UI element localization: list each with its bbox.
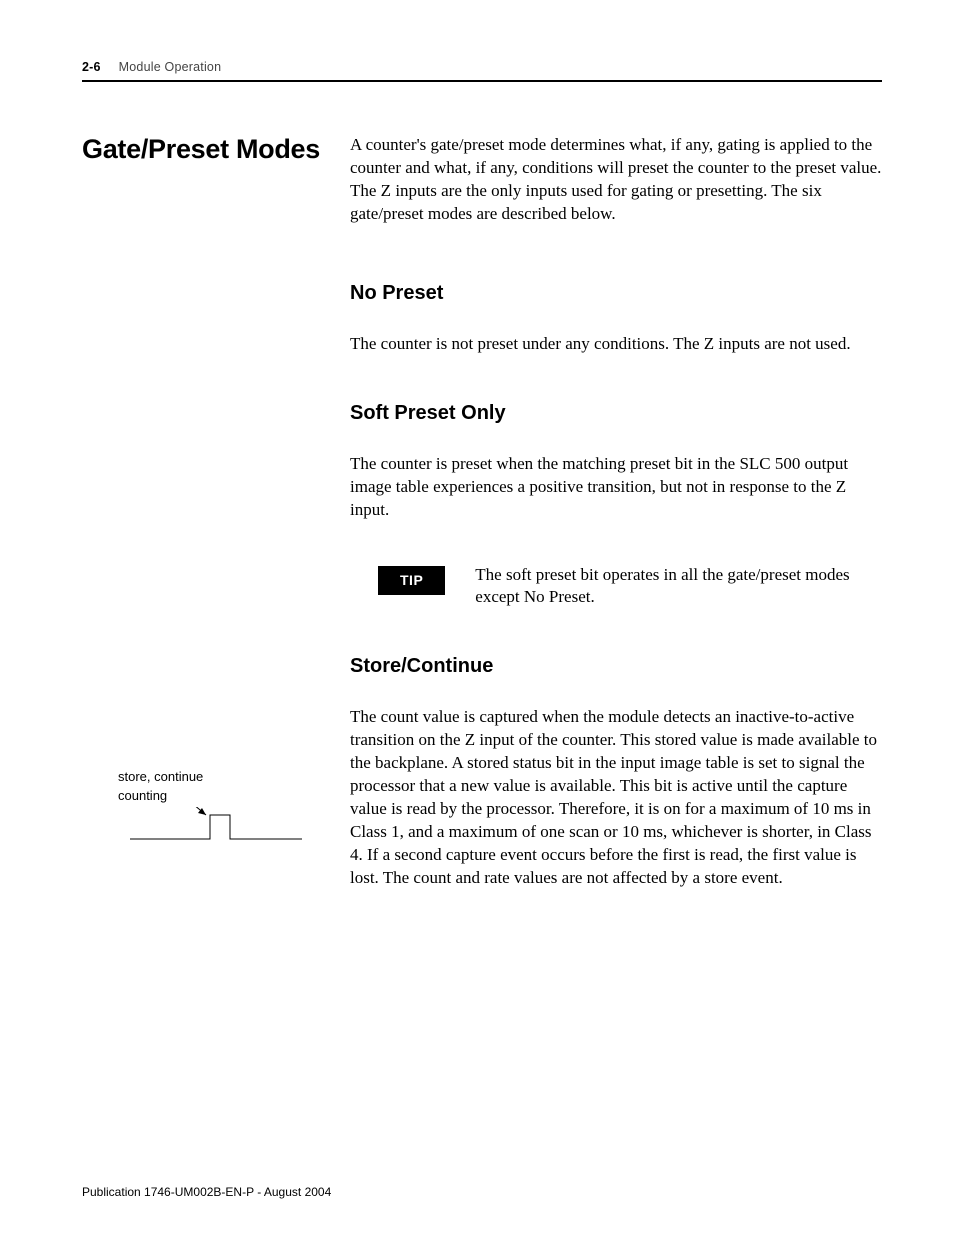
- store-continue-diagram: store, continue counting: [118, 769, 328, 847]
- diagram-label-line1: store, continue: [118, 769, 328, 786]
- running-title: Module Operation: [119, 60, 222, 74]
- body-soft-preset: The counter is preset when the matching …: [350, 453, 882, 522]
- page: 2-6 Module Operation Gate/Preset Modes s…: [82, 60, 882, 908]
- body-column: A counter's gate/preset mode determines …: [350, 134, 882, 908]
- body-store-continue: The count value is captured when the mod…: [350, 706, 882, 890]
- publication-footer: Publication 1746-UM002B-EN-P - August 20…: [82, 1185, 331, 1199]
- content-grid: Gate/Preset Modes store, continue counti…: [82, 134, 882, 908]
- heading-no-preset: No Preset: [350, 280, 882, 307]
- heading-store-continue: Store/Continue: [350, 653, 882, 680]
- tip-block: TIP The soft preset bit operates in all …: [350, 564, 882, 610]
- running-header: 2-6 Module Operation: [82, 60, 882, 82]
- left-column: Gate/Preset Modes store, continue counti…: [82, 134, 350, 908]
- intro-paragraph: A counter's gate/preset mode determines …: [350, 134, 882, 226]
- body-no-preset: The counter is not preset under any cond…: [350, 333, 882, 356]
- tip-badge: TIP: [378, 566, 445, 596]
- section-title: Gate/Preset Modes: [82, 134, 350, 165]
- diagram-label-line2: counting: [118, 788, 328, 805]
- page-number: 2-6: [82, 60, 101, 74]
- pulse-waveform-icon: [118, 807, 318, 847]
- tip-text: The soft preset bit operates in all the …: [475, 564, 882, 610]
- heading-soft-preset: Soft Preset Only: [350, 400, 882, 427]
